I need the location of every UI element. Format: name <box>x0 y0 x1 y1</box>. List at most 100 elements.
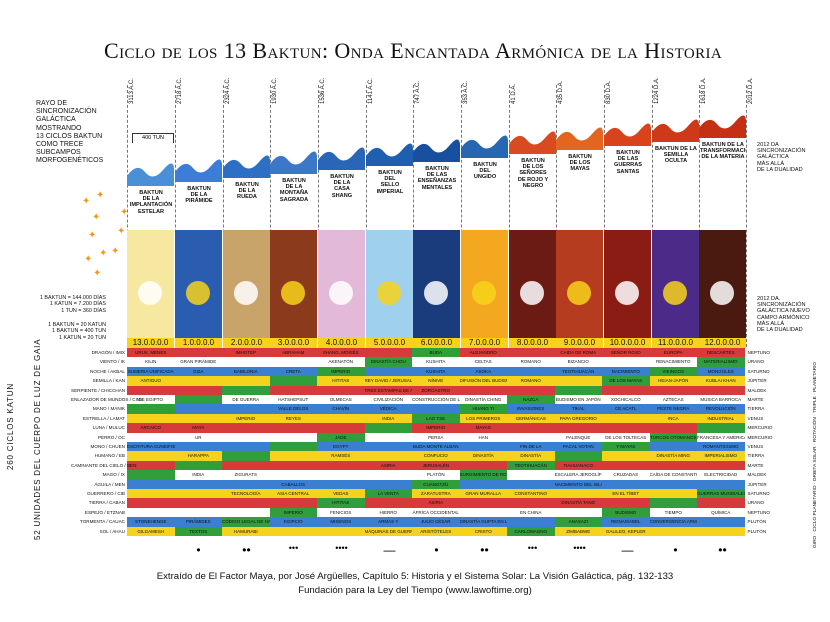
wave-illustration <box>509 131 556 340</box>
table-cell <box>175 404 223 413</box>
planet-name: NEPTUNO <box>747 350 770 355</box>
planet-name: URANO <box>747 500 765 506</box>
table-cell <box>270 433 318 442</box>
table-cell: MISENOS <box>330 519 352 525</box>
table-cell: BUDA <box>412 348 460 358</box>
table-cell <box>460 442 508 451</box>
table-cell <box>222 442 270 451</box>
table-cell: CELTAS <box>474 359 492 365</box>
table-cell <box>507 348 555 357</box>
star-icon: ✦ <box>117 226 126 237</box>
table-cell <box>270 498 318 507</box>
table-cell <box>127 508 175 517</box>
wave-illustration <box>223 155 270 340</box>
table-cell: AZTECAS <box>662 397 684 402</box>
baktun-number: 4.0.0.0.0 <box>318 338 365 348</box>
table-row: HITITAS ASIRIA DINASTÍA TANG <box>127 498 745 508</box>
table-cell: PERSA <box>428 434 444 440</box>
table-cell <box>127 386 175 395</box>
panel-emblem <box>138 281 162 305</box>
date-label: 747 A.C. <box>415 80 421 104</box>
wave-illustration <box>127 163 174 340</box>
baktun-number: 3.0.0.0.0 <box>270 338 317 348</box>
galactic-ray-note: RAYO DE SINCRONIZACIÓN GALÁCTICA MOSTRAN… <box>36 100 104 165</box>
table-cell: PAPA GREGORIO <box>559 415 597 421</box>
star-icon: ✦ <box>84 254 93 265</box>
table-cell: AKENATÓN <box>328 359 353 365</box>
day-sign: CAMINANTE DEL CIELO / BEN <box>71 462 137 468</box>
table-cell: DINASTÍA <box>472 453 494 459</box>
table-cell: TECNOLOGÍA <box>230 491 261 496</box>
table-cell: MAYAS <box>475 425 491 431</box>
baktun-name: BAKTUN DE LA PIRÁMIDE <box>185 186 213 205</box>
date-label: 41 D.A. <box>511 83 517 104</box>
date-divider <box>366 85 367 347</box>
table-cell: TEOTIHUACÁN <box>507 460 555 471</box>
panel-emblem <box>615 281 639 305</box>
table-cell <box>127 470 175 480</box>
table-cell: URUK, MENES <box>135 350 167 355</box>
mayan-numeral: • <box>434 543 439 557</box>
planet-name: MARTE <box>747 397 764 402</box>
day-sign: LUNA / MULUC <box>92 425 125 431</box>
panel-emblem <box>377 281 401 305</box>
table-cell: INDIA <box>192 472 205 478</box>
table-cell <box>222 451 270 461</box>
table-cell <box>507 480 555 489</box>
table-cell: NACIMIENTO <box>611 368 640 374</box>
table-cell: HARAPPA <box>187 453 209 459</box>
table-cell: PESTE NEGRA <box>657 406 690 412</box>
table-cell: IMHOTEP <box>235 350 256 355</box>
table-row: DE EGIPTO DE GUERRA HATSHEPSUT OLMECAS CIVIL… <box>127 395 745 405</box>
table-cell: PALENQUE <box>566 434 591 440</box>
table-cell: PACAL VOTAN <box>562 444 594 449</box>
planet-name: PLUTÓN <box>747 519 767 525</box>
date-label: 2012 D.A. <box>748 77 754 104</box>
star-icon: ✦ <box>120 207 129 218</box>
star-icon: ✦ <box>88 230 97 241</box>
table-cell <box>555 489 603 498</box>
table-cell: SEÑOR ROJO <box>610 350 641 355</box>
table-cell <box>127 480 175 489</box>
table-cell <box>317 423 365 432</box>
day-sign: GUERRERO / CIB <box>86 491 125 496</box>
day-sign: SERPIENTE / CHICCHAN <box>71 387 126 393</box>
table-cell <box>555 376 603 385</box>
table-cell: DINASTÍA <box>520 453 542 459</box>
table-cell: ROMANO <box>520 359 541 365</box>
table-cell: EGIPCIO <box>283 519 303 525</box>
planet-name: MARTE <box>747 462 764 468</box>
table-cell: NÍNIVE <box>428 378 444 384</box>
table-cell <box>602 386 650 395</box>
baktun-panel: BAKTUN DE LA CASA SHANG <box>318 108 365 340</box>
date-label: 830 D.A. <box>606 80 612 104</box>
table-cell <box>650 489 698 498</box>
table-cell <box>602 480 650 489</box>
day-sign: HUMANO / EB <box>94 453 125 459</box>
table-cell <box>507 367 555 376</box>
table-cell: IMPERIO <box>269 507 317 518</box>
table-cell <box>270 451 318 460</box>
table-cell: SURGIMIENTO DE ROMA <box>459 470 507 480</box>
baktun-number: 13.0.0.0.0 <box>127 338 174 348</box>
table-cell: SHANG, MOISÉS <box>322 350 359 355</box>
table-cell <box>555 423 603 432</box>
table-cell: RENACIMIENTO <box>656 359 691 365</box>
wave-illustration <box>461 135 508 340</box>
table-cell <box>507 423 555 432</box>
table-row: UR JADE PERSA HAN PALENQUE DE LOS TOLTECAS TUR… <box>127 432 745 442</box>
table-cell: GALILEO, KEPLER <box>605 528 646 534</box>
table-cell: BABILONIA <box>233 368 258 374</box>
table-cell: EN EL TÍBET <box>612 491 640 496</box>
table-cell <box>365 348 413 357</box>
table-cell: MÁQUINAS DE GUERRA <box>364 528 413 534</box>
table-cell <box>222 376 270 385</box>
mayan-numeral: ••• <box>527 543 538 553</box>
baktun-number: 7.0.0.0.0 <box>461 338 508 348</box>
table-cell: HAMURABI <box>233 528 258 534</box>
table-cell <box>602 357 650 366</box>
table-cell <box>317 470 365 479</box>
baktun-name: BAKTUN DE LOS MAYAS <box>568 154 592 173</box>
tun-bracket: 400 TUN <box>132 133 174 143</box>
table-cell: RAMSÉS <box>331 453 351 459</box>
